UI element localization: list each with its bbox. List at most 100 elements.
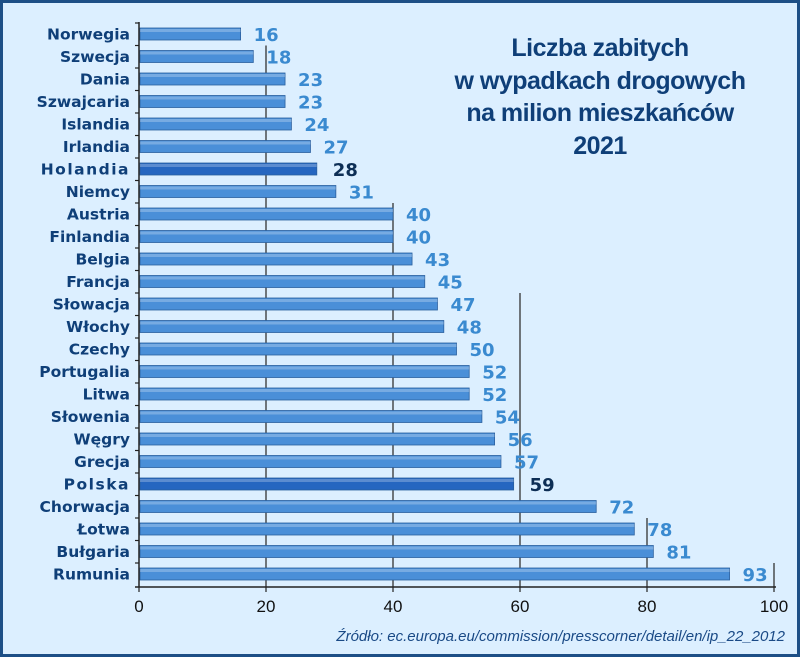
category-label: Belgia xyxy=(75,251,130,269)
bar-Słowenia xyxy=(139,410,483,423)
bar-Włochy xyxy=(139,320,445,333)
value-label: 45 xyxy=(438,273,463,294)
value-label: 48 xyxy=(457,318,482,339)
bar-Chorwacja xyxy=(139,500,597,513)
x-tick-label: 40 xyxy=(384,597,403,616)
category-label: Francja xyxy=(66,273,130,291)
x-tick-label: 60 xyxy=(511,597,530,616)
value-label: 40 xyxy=(406,228,431,249)
x-axis: 0 20 40 60 80 100 xyxy=(134,22,788,616)
category-label: Dania xyxy=(80,71,130,89)
category-label: Węgry xyxy=(74,431,130,449)
value-label: 24 xyxy=(304,115,329,136)
bar-Bułgaria xyxy=(139,545,654,558)
value-label: 81 xyxy=(666,543,691,564)
bar-Islandia xyxy=(139,117,292,131)
category-label: Łotwa xyxy=(76,521,130,539)
bar-highlight-Słowacja xyxy=(140,299,438,302)
bar-highlight-Holandia xyxy=(140,164,317,167)
bar-Łotwa xyxy=(139,522,635,536)
bar-highlight-Dania xyxy=(140,74,286,77)
bar-highlight-Chorwacja xyxy=(140,501,597,505)
bar-Francja xyxy=(139,275,426,288)
chart-title-line-4: 2021 xyxy=(573,132,627,160)
bar-Węgry xyxy=(139,432,496,446)
bar-highlight-Polska xyxy=(140,479,514,482)
bar-highlight-Włochy xyxy=(140,321,444,325)
value-label: 23 xyxy=(298,93,323,114)
category-label: Słowacja xyxy=(53,296,130,314)
bar-highlight-Słowenia xyxy=(140,411,482,415)
bar-highlight-Bułgaria xyxy=(140,546,654,550)
value-label: 28 xyxy=(333,160,358,181)
bar-Belgia xyxy=(139,252,413,266)
bar-highlight-Łotwa xyxy=(140,524,635,527)
value-label: 78 xyxy=(647,520,672,541)
chart-title-line-2: w wypadkach drogowych xyxy=(454,67,746,95)
category-label: Portugalia xyxy=(39,363,130,381)
bar-Portugalia xyxy=(139,365,470,378)
x-tick-label: 0 xyxy=(134,597,143,616)
value-label: 40 xyxy=(406,205,431,226)
bar-highlight-Francja xyxy=(140,276,425,280)
value-label: 52 xyxy=(482,363,507,384)
bar-highlight-Austria xyxy=(140,209,393,212)
value-label: 50 xyxy=(470,340,495,361)
bar-Litwa xyxy=(139,387,470,401)
bar-highlight-Niemcy xyxy=(140,186,336,190)
category-label: Finlandia xyxy=(49,228,130,246)
chart-title-line-3: na milion mieszkańców xyxy=(466,99,734,127)
bar-Szwajcaria xyxy=(139,95,286,108)
value-label: 18 xyxy=(266,48,291,69)
value-label: 57 xyxy=(514,453,539,474)
bar-highlight-Rumunia xyxy=(140,569,730,572)
bar-Norwegia xyxy=(139,27,241,41)
category-label: Rumunia xyxy=(53,566,130,584)
bar-highlight-Belgia xyxy=(140,254,413,257)
bar-highlight-Węgry xyxy=(140,434,495,437)
value-label: 43 xyxy=(425,250,450,271)
bar-highlight-Finlandia xyxy=(140,231,393,235)
category-label: Szwecja xyxy=(60,48,130,66)
value-label: 56 xyxy=(508,430,533,451)
value-label: 59 xyxy=(530,475,555,496)
value-label: 16 xyxy=(254,25,279,46)
bar-highlight-Litwa xyxy=(140,389,470,392)
category-label: Bułgaria xyxy=(56,543,130,561)
value-label: 72 xyxy=(609,498,634,519)
bar-Rumunia xyxy=(139,567,730,581)
category-label: Grecja xyxy=(74,453,130,471)
bar-Dania xyxy=(139,72,286,86)
bar-Niemcy xyxy=(139,185,337,198)
bar-Słowacja xyxy=(139,297,438,311)
bar-highlight-Czechy xyxy=(140,344,457,347)
value-label: 47 xyxy=(450,295,475,316)
bar-highlight-Grecja xyxy=(140,456,501,460)
bar-Finlandia xyxy=(139,230,394,243)
category-label: Włochy xyxy=(66,318,130,336)
value-label: 23 xyxy=(298,70,323,91)
value-label: 54 xyxy=(495,408,520,429)
bar-highlight-Islandia xyxy=(140,119,292,122)
category-label: Niemcy xyxy=(66,183,130,201)
bar-highlight-Portugalia xyxy=(140,366,470,370)
category-label: Norwegia xyxy=(47,26,130,44)
bar-Polska xyxy=(139,477,515,491)
category-label: Szwajcaria xyxy=(37,93,130,111)
bar-Irlandia xyxy=(139,140,311,153)
bar-Grecja xyxy=(139,455,502,468)
chart-title-line-1: Liczba zabitych xyxy=(511,34,688,62)
bar-Austria xyxy=(139,207,394,221)
x-tick-label: 100 xyxy=(760,597,788,616)
bar-highlight-Norwegia xyxy=(140,29,241,32)
category-label: Islandia xyxy=(61,116,130,134)
bars: Norwegia 16 Szwecja 18 Dania 23 Szwajcaria 23 Is… xyxy=(37,25,768,586)
category-label: Holandia xyxy=(41,161,130,179)
value-label: 93 xyxy=(743,565,768,586)
bar-Holandia xyxy=(139,162,318,176)
category-label: Litwa xyxy=(83,386,130,404)
bar-Szwecja xyxy=(139,50,254,63)
x-tick-label: 20 xyxy=(257,597,276,616)
bar-Czechy xyxy=(139,342,457,356)
